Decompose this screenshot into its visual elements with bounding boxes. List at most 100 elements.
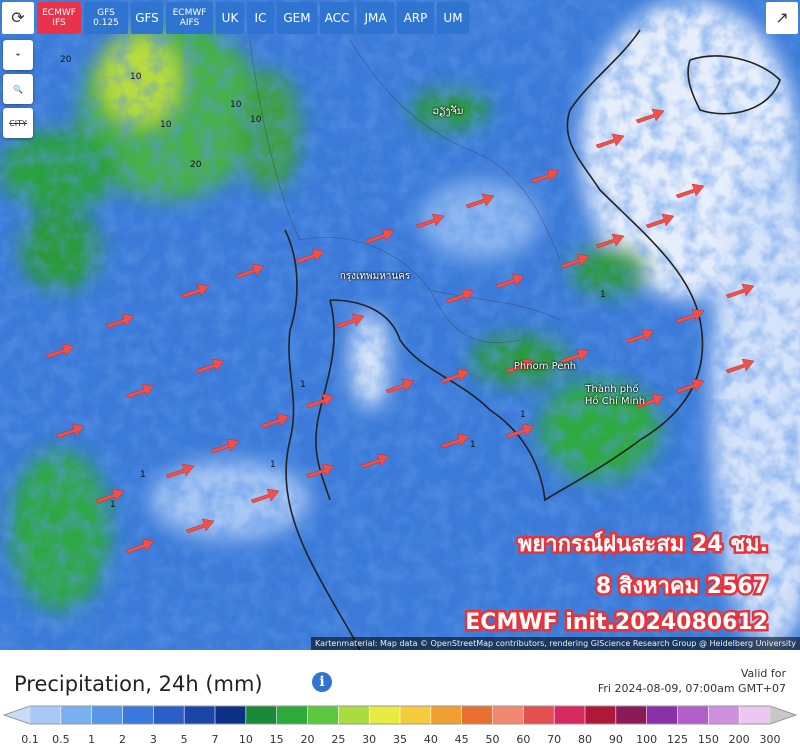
scale-label: 3 — [150, 733, 157, 746]
scale-label: 10 — [239, 733, 253, 746]
scale-segment — [461, 706, 493, 724]
scale-label: 200 — [729, 733, 750, 746]
wind-arrow — [725, 358, 755, 374]
scale-label: 5 — [181, 733, 188, 746]
valid-value: Fri 2024-08-09, 07:00am GMT+07 — [597, 682, 786, 695]
scale-segment — [708, 706, 740, 724]
scale-label: 50 — [486, 733, 500, 746]
wind-arrow — [125, 383, 155, 399]
wind-arrow — [335, 313, 365, 329]
map[interactable]: ⟳ ECMWF IFS GFS 0.125 GFS ECMWF AIFS UK IC GEM ACC… — [0, 0, 800, 650]
model-button[interactable]: IC — [247, 2, 274, 34]
scale-label: 20 — [301, 733, 315, 746]
scale-label: 80 — [578, 733, 592, 746]
scale-label: 70 — [547, 733, 561, 746]
wind-arrow — [305, 393, 335, 409]
wind-arrow — [595, 133, 625, 149]
wind-arrow — [305, 463, 335, 479]
wind-arrow — [125, 538, 155, 554]
scale-segment — [523, 706, 555, 724]
contour-label: 1 — [140, 470, 146, 480]
contour-label: 10 — [230, 100, 242, 110]
contour-label: 10 — [160, 120, 172, 130]
wind-arrow — [635, 393, 665, 409]
info-button[interactable]: i — [312, 672, 332, 692]
refresh-button[interactable]: ⟳ — [2, 2, 34, 34]
wind-arrow — [625, 328, 655, 344]
legend-title: Precipitation, 24h (mm) — [14, 672, 263, 696]
model-button[interactable]: ACC — [320, 2, 354, 34]
wind-arrow — [180, 283, 210, 299]
zoom-tool[interactable]: 🔍 — [3, 74, 33, 104]
wind-arrow — [560, 348, 590, 364]
contour-label: 10 — [250, 115, 262, 125]
map-canvas — [0, 0, 800, 650]
share-button[interactable]: ↗ — [766, 2, 798, 34]
model-label: ECMWF — [172, 8, 207, 18]
scale-segment — [307, 706, 339, 724]
wind-arrow — [675, 308, 705, 324]
city-tool[interactable]: CITY — [3, 108, 33, 138]
wind-arrow — [45, 343, 75, 359]
wind-arrow — [530, 168, 560, 184]
contour-label: 1 — [300, 380, 306, 390]
scale-label: 60 — [516, 733, 530, 746]
model-label: 0.125 — [93, 18, 119, 28]
wind-arrow — [560, 253, 590, 269]
scale-label: 125 — [667, 733, 688, 746]
wind-arrow — [360, 453, 390, 469]
model-button[interactable]: GFS — [131, 2, 163, 34]
scale-label: 7 — [212, 733, 219, 746]
model-button[interactable]: GFS 0.125 — [84, 2, 128, 34]
location-tool[interactable]: ⌖ — [3, 40, 33, 70]
wind-arrow — [645, 213, 675, 229]
place-label: ວຽງຈັນ — [432, 106, 464, 117]
scale-segment — [677, 706, 709, 724]
scale-label: 0.5 — [52, 733, 70, 746]
place-label: Thành phố — [585, 384, 639, 395]
wind-arrow — [595, 233, 625, 249]
model-button[interactable]: ECMWF AIFS — [166, 2, 213, 34]
model-button[interactable]: ECMWF IFS — [37, 2, 81, 34]
scale-segment — [585, 706, 617, 724]
contour-label: 1 — [110, 500, 116, 510]
valid-time: Valid for Fri 2024-08-09, 07:00am GMT+07 — [598, 666, 786, 696]
scale-segment — [369, 706, 401, 724]
scale-end — [769, 705, 798, 725]
wind-arrow — [250, 488, 280, 504]
scale-segment — [153, 706, 185, 724]
scale-label: 150 — [698, 733, 719, 746]
wind-arrow — [445, 288, 475, 304]
model-label: UK — [221, 11, 239, 25]
wind-arrow — [725, 283, 755, 299]
contour-label: 1 — [600, 290, 606, 300]
place-label: Phnom Penh — [513, 361, 577, 372]
wind-arrow — [295, 248, 325, 264]
model-button[interactable]: ARP — [397, 2, 434, 34]
model-button[interactable]: GEM — [277, 2, 317, 34]
model-button[interactable]: UM — [437, 2, 469, 34]
place-label: กรุงเทพมหานคร — [339, 271, 411, 282]
borders — [249, 39, 561, 343]
legend: Precipitation, 24h (mm) i Valid for Fri 2… — [0, 650, 800, 750]
model-button[interactable]: JMA — [357, 2, 394, 34]
model-label: JMA — [364, 11, 387, 25]
wind-arrow — [235, 263, 265, 279]
scale-segment — [400, 706, 432, 724]
wind-arrow — [505, 358, 535, 374]
contour-label: 1 — [520, 410, 526, 420]
scale-label: 2 — [119, 733, 126, 746]
scale-label: 90 — [609, 733, 623, 746]
wind-arrow — [195, 358, 225, 374]
wind-arrow — [260, 413, 290, 429]
model-button[interactable]: UK — [216, 2, 244, 34]
scale-segment — [739, 706, 771, 724]
wind-arrow — [210, 438, 240, 454]
scale-end — [2, 705, 31, 725]
model-label: IFS — [52, 18, 66, 28]
contour-label: 1 — [270, 460, 276, 470]
model-label: IC — [254, 11, 267, 25]
scale-segment — [338, 706, 370, 724]
color-scale: 0.1 0.5 1 2 3 5 7 10 15 20 25 30 35 40 45 50 60 70 80 90 100… — [2, 705, 798, 746]
